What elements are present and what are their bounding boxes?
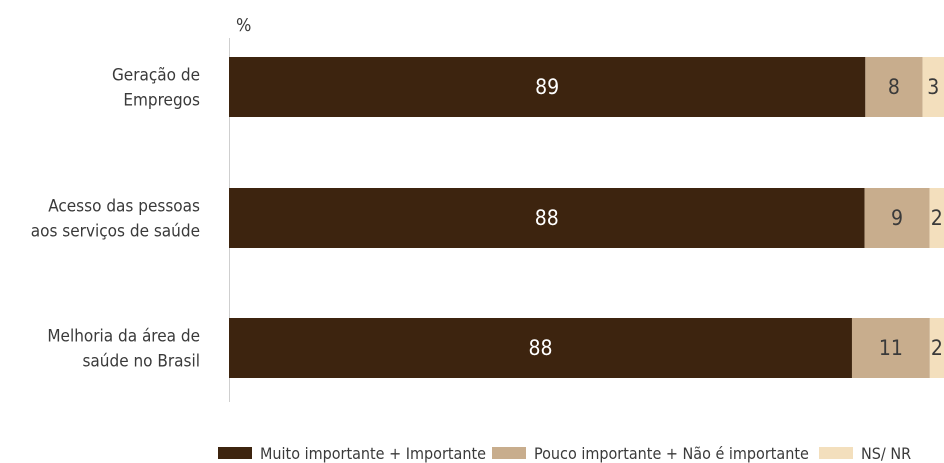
bar-segment-cat2-series1 bbox=[229, 188, 865, 248]
legend-label-series-2: Pouco importante + Não é importante bbox=[534, 443, 809, 463]
data-label-cat3-series1: 88 bbox=[528, 336, 552, 360]
bar-segment-cat1-series2 bbox=[865, 57, 923, 117]
bars-group: 89 8 3 88 9 2 88 11 2 bbox=[229, 57, 944, 378]
data-label-cat3-series3: 2 bbox=[931, 336, 943, 360]
legend-item-series-3: NS/ NR bbox=[819, 443, 911, 463]
data-label-cat1-series3: 3 bbox=[927, 75, 939, 99]
legend-label-series-1: Muito importante + Importante bbox=[260, 443, 486, 463]
data-label-cat1-series2: 8 bbox=[888, 75, 900, 99]
data-label-cat2-series1: 88 bbox=[535, 206, 559, 230]
legend: Muito importante + Importante Pouco impo… bbox=[0, 443, 944, 463]
legend-swatch-series-2 bbox=[492, 447, 526, 459]
data-label-cat1-series1: 89 bbox=[535, 75, 559, 99]
legend-item-series-1: Muito importante + Importante bbox=[218, 443, 486, 463]
data-label-cat2-series2: 9 bbox=[891, 206, 903, 230]
bar-segment-cat1-series1 bbox=[229, 57, 866, 117]
bar-segment-cat1-series3 bbox=[922, 57, 944, 117]
category-labels-group: Geração de Empregos Acesso das pessoas aos … bbox=[31, 66, 200, 372]
legend-swatch-series-3 bbox=[819, 447, 853, 459]
bar-segment-cat3-series3 bbox=[929, 318, 944, 378]
data-label-cat3-series2: 11 bbox=[879, 336, 903, 360]
legend-label-series-3: NS/ NR bbox=[861, 443, 912, 463]
bar-segment-cat3-series2 bbox=[851, 318, 930, 378]
category-label-2: Acesso das pessoas aos serviços de saúde bbox=[31, 197, 200, 242]
category-label-3: Melhoria da área de saúde no Brasil bbox=[47, 327, 200, 372]
legend-swatch-series-1 bbox=[218, 447, 252, 459]
data-label-cat2-series3: 2 bbox=[931, 206, 943, 230]
bar-segment-cat3-series1 bbox=[229, 318, 852, 378]
bar-segment-cat2-series2 bbox=[864, 188, 930, 248]
stacked-bar-chart: % 89 8 3 88 9 2 88 11 2 Geração de Empregos Acesso… bbox=[31, 15, 944, 402]
legend-item-series-2: Pouco importante + Não é importante bbox=[492, 443, 809, 463]
bar-segment-cat2-series3 bbox=[929, 188, 944, 248]
category-label-1: Geração de Empregos bbox=[112, 66, 200, 111]
unit-label: % bbox=[236, 15, 251, 36]
